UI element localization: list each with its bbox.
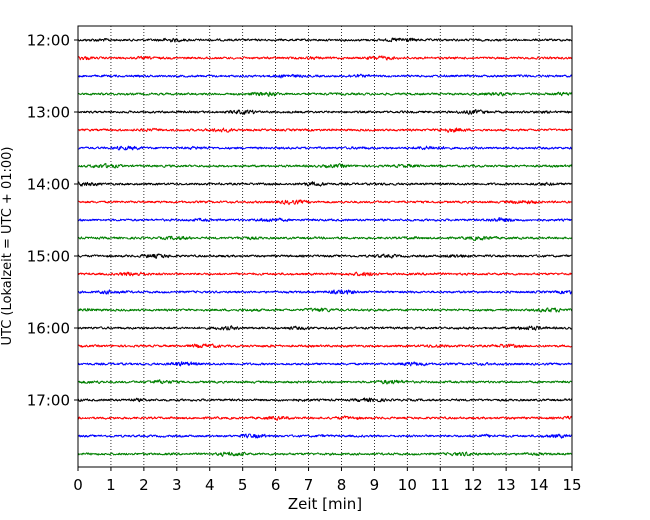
trace-1300 <box>77 109 573 115</box>
trace-1345 <box>77 162 573 169</box>
y-axis-label: UTC (Lokalzeit = UTC + 01:00) <box>0 147 15 346</box>
trace-1600 <box>77 325 573 331</box>
y-tick-label-14:00: 14:00 <box>27 176 70 194</box>
trace-1630 <box>77 361 573 367</box>
trace-1200 <box>77 37 573 43</box>
trace-1215 <box>77 55 573 61</box>
x-axis-label: Zeit [min] <box>288 495 362 513</box>
plot-frame <box>77 25 573 468</box>
x-tick-label-3: 3 <box>172 476 182 494</box>
trace-1330 <box>77 145 573 151</box>
x-tick-label-6: 6 <box>271 476 281 494</box>
x-axis-ticks: 0 1 2 3 4 5 6 7 8 9 10 11 12 13 14 15 <box>73 467 582 494</box>
trace-1700 <box>77 397 573 403</box>
y-tick-label-12:00: 12:00 <box>27 32 70 50</box>
trace-1745 <box>77 451 573 457</box>
trace-1645 <box>77 379 573 385</box>
x-tick-label-15: 15 <box>562 476 581 494</box>
x-tick-label-5: 5 <box>238 476 248 494</box>
trace-1230 <box>77 73 573 79</box>
trace-1715 <box>77 415 573 421</box>
y-axis-ticks: 12:00 13:00 14:00 15:00 16:00 17:00 <box>27 32 78 410</box>
trace-1530 <box>77 289 573 295</box>
trace-1515 <box>77 271 573 277</box>
x-tick-label-11: 11 <box>431 476 450 494</box>
y-tick-label-15:00: 15:00 <box>27 248 70 266</box>
x-tick-label-0: 0 <box>73 476 83 494</box>
trace-1400 <box>77 181 573 187</box>
trace-1445 <box>77 235 573 242</box>
trace-1615 <box>77 343 573 349</box>
x-tick-label-10: 10 <box>398 476 417 494</box>
x-tick-label-12: 12 <box>464 476 483 494</box>
trace-1430 <box>77 216 573 223</box>
x-tick-label-9: 9 <box>370 476 380 494</box>
x-tick-label-13: 13 <box>497 476 516 494</box>
trace-1245 <box>77 91 573 97</box>
y-tick-label-16:00: 16:00 <box>27 320 70 338</box>
x-tick-label-2: 2 <box>139 476 149 494</box>
x-tick-label-4: 4 <box>205 476 215 494</box>
seismogram-traces <box>77 37 573 457</box>
y-tick-label-13:00: 13:00 <box>27 104 70 122</box>
x-tick-label-8: 8 <box>337 476 347 494</box>
x-tick-label-1: 1 <box>106 476 116 494</box>
trace-1415 <box>77 199 573 206</box>
trace-1315 <box>77 127 573 133</box>
x-tick-label-7: 7 <box>304 476 314 494</box>
trace-1545 <box>77 307 573 313</box>
trace-1500 <box>77 253 573 259</box>
x-tick-label-14: 14 <box>530 476 549 494</box>
y-tick-label-17:00: 17:00 <box>27 392 70 410</box>
trace-1730 <box>77 433 573 439</box>
